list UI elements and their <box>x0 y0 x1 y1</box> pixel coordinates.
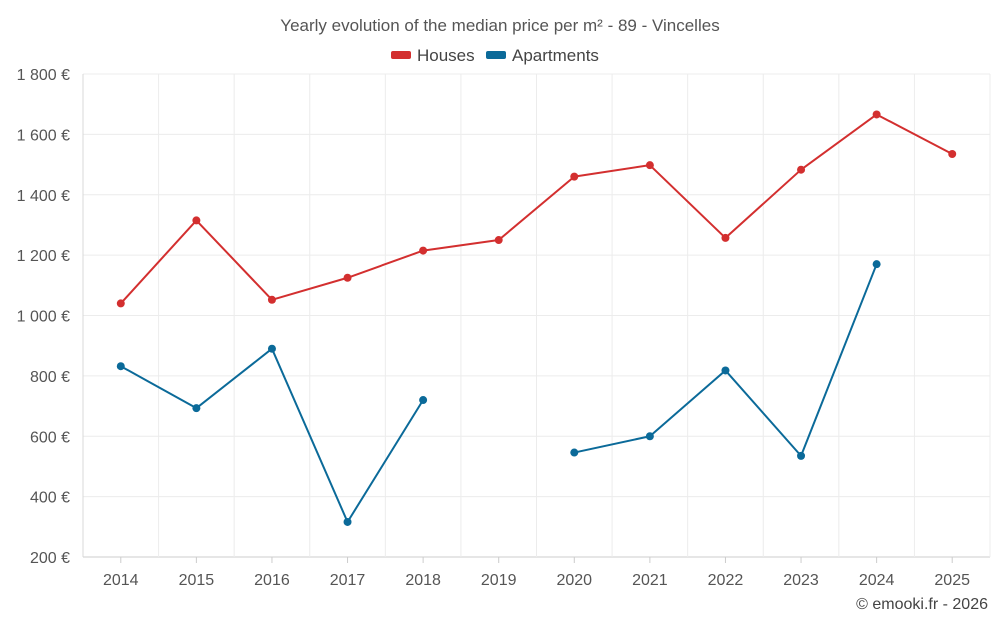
data-point-apartments[interactable] <box>192 404 201 413</box>
x-tick-label: 2023 <box>783 572 819 589</box>
x-tick-label: 2017 <box>330 572 366 589</box>
x-tick-label: 2021 <box>632 572 668 589</box>
data-point-houses[interactable] <box>419 246 428 255</box>
y-tick-label: 600 € <box>30 429 70 446</box>
data-point-houses[interactable] <box>645 161 654 170</box>
y-tick-label: 1 800 € <box>17 67 70 84</box>
y-tick-label: 1 600 € <box>17 127 70 144</box>
y-tick-label: 1 400 € <box>17 188 70 205</box>
legend: Houses Apartments <box>391 46 599 65</box>
series-line-houses <box>119 113 954 305</box>
x-tick-label: 2018 <box>405 572 441 589</box>
x-tick-label: 2016 <box>254 572 290 589</box>
series-line-apartments <box>119 347 425 523</box>
chart-title: Yearly evolution of the median price per… <box>280 16 719 35</box>
y-tick-label: 200 € <box>30 550 70 567</box>
x-tick-label: 2015 <box>179 572 215 589</box>
x-axis-ticks: 2014 2015 2016 2017 2018 2019 2020 2021 2022 2023… <box>103 557 970 589</box>
legend-label-houses[interactable]: Houses <box>417 46 475 65</box>
data-point-apartments[interactable] <box>872 260 881 269</box>
y-tick-label: 1 000 € <box>17 309 70 326</box>
series-apartments <box>116 260 881 526</box>
x-tick-label: 2024 <box>859 572 895 589</box>
data-point-apartments[interactable] <box>721 366 730 375</box>
data-point-houses[interactable] <box>570 172 579 181</box>
data-point-houses[interactable] <box>192 216 201 225</box>
x-tick-label: 2020 <box>556 572 592 589</box>
legend-label-apartments[interactable]: Apartments <box>512 46 599 65</box>
x-tick-label: 2022 <box>708 572 744 589</box>
y-tick-label: 800 € <box>30 369 70 386</box>
series-line-apartments <box>573 263 878 457</box>
series-houses <box>116 110 957 308</box>
data-point-apartments[interactable] <box>343 517 352 526</box>
y-tick-label: 400 € <box>30 490 70 507</box>
x-tick-label: 2019 <box>481 572 517 589</box>
data-point-apartments[interactable] <box>116 362 125 371</box>
x-tick-label: 2014 <box>103 572 139 589</box>
data-point-houses[interactable] <box>343 273 352 282</box>
data-point-houses[interactable] <box>721 233 730 242</box>
x-tick-label: 2025 <box>934 572 970 589</box>
data-point-apartments[interactable] <box>267 344 276 353</box>
data-point-apartments[interactable] <box>645 432 654 441</box>
data-point-apartments[interactable] <box>419 396 428 405</box>
data-point-apartments[interactable] <box>570 448 579 457</box>
data-point-houses[interactable] <box>267 295 276 304</box>
y-axis-ticks: 200 € 400 € 600 € 800 € 1 000 € 1 200 € 1 400 … <box>17 67 70 567</box>
series-layer <box>116 110 957 526</box>
y-tick-label: 1 200 € <box>17 248 70 265</box>
data-point-houses[interactable] <box>948 149 957 158</box>
data-point-houses[interactable] <box>494 236 503 245</box>
data-point-apartments[interactable] <box>797 451 806 460</box>
data-point-houses[interactable] <box>797 165 806 174</box>
legend-swatch-apartments[interactable] <box>486 51 506 59</box>
legend-swatch-houses[interactable] <box>391 51 411 59</box>
data-point-houses[interactable] <box>872 110 881 119</box>
data-point-houses[interactable] <box>116 299 125 308</box>
credit-text: © emooki.fr - 2026 <box>856 596 988 613</box>
grid <box>82 73 991 558</box>
